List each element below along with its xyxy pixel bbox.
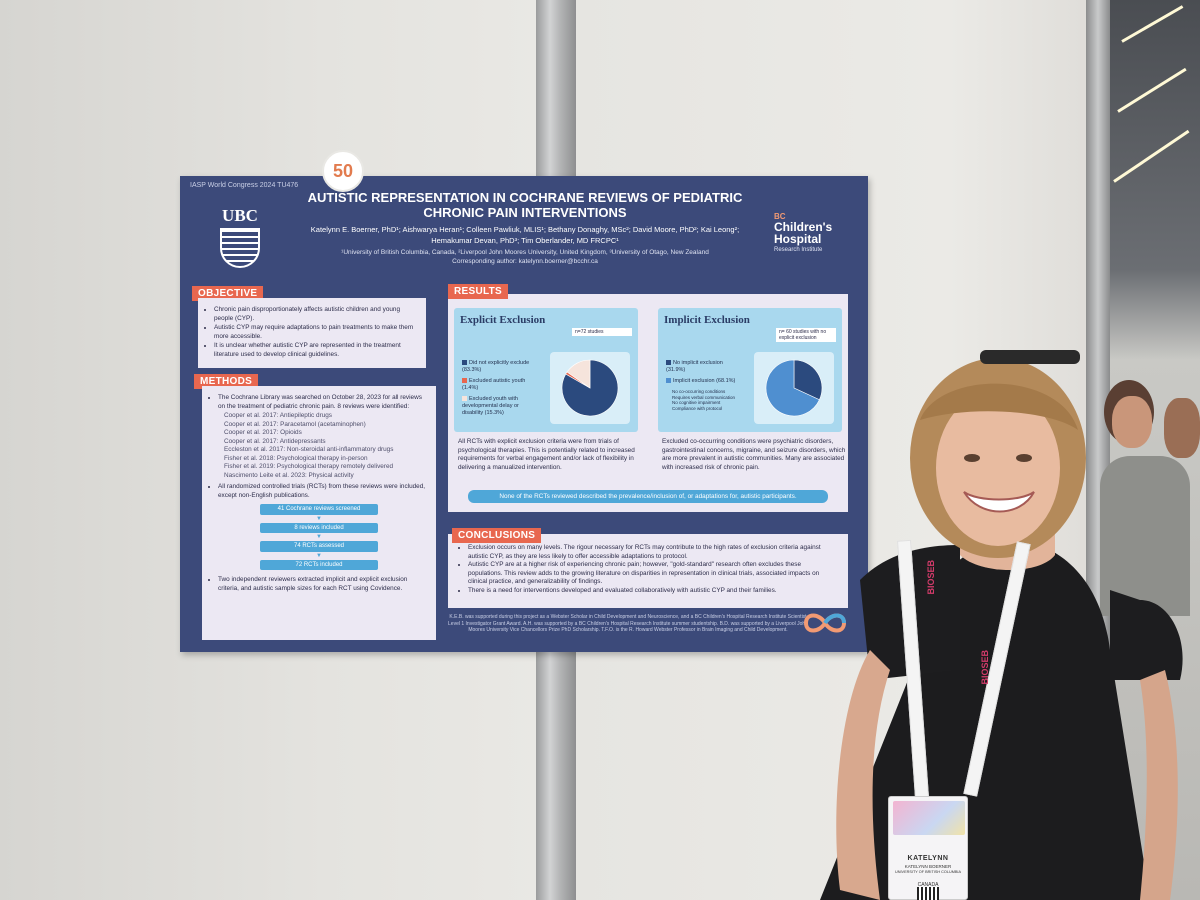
review-item: Cooper et al. 2017: Opioids [224, 429, 302, 436]
implicit-pie-chart [754, 352, 834, 424]
results-panel: Explicit Exclusion n=72 studies Did not … [448, 294, 848, 512]
legend-item: Excluded autistic youth (1.4%) [462, 378, 526, 391]
bc-childrens-hospital-logo: BC Children's Hospital Research Institut… [774, 212, 854, 253]
poster-authors: Katelynn E. Boerner, PhD¹; Aishwarya Her… [310, 225, 740, 245]
legend-item: Excluded youth with developmental delay … [462, 396, 519, 416]
objective-heading: OBJECTIVE [192, 286, 264, 301]
flow-step: 74 RCTs assessed [260, 541, 378, 552]
ubc-logo-text: UBC [222, 206, 258, 225]
affiliations-text: ¹University of British Columbia, Canada,… [341, 249, 709, 256]
poster-title: AUTISTIC REPRESENTATION IN COCHRANE REVI… [307, 190, 743, 220]
objective-bullet: It is unclear whether autistic CYP are r… [214, 342, 418, 359]
methods-heading: METHODS [194, 374, 259, 389]
sub-item: Compliance with protocol [672, 405, 723, 411]
flow-step: 72 RCTs included [260, 559, 378, 570]
corresponding-author: Corresponding author: katelynn.boerner@b… [452, 258, 598, 265]
legend-item: No implicit exclusion (31.9%) [666, 360, 723, 373]
review-item: Eccleston et al. 2017: Non-steroidal ant… [224, 446, 394, 453]
explicit-pie-chart [550, 352, 630, 424]
lanyard-brand: BIOSEB [980, 650, 990, 685]
hospital-logo-top: BC [774, 212, 786, 221]
results-banner: None of the RCTs reviewed described the … [468, 490, 828, 503]
badge-country: CANADA [917, 882, 939, 888]
badge-name: KATELYNN [907, 855, 949, 862]
sub-item: No co-occurring conditions [672, 389, 726, 394]
acknowledgement: K.E.B. was supported during this project… [448, 614, 808, 633]
conference-label: IASP World Congress 2024 TU476 [190, 182, 299, 189]
pie-slice-0 [793, 359, 823, 401]
review-item: Cooper et al. 2017: Paracetamol (acetami… [224, 420, 366, 428]
sub-item: No cognitive impairment [672, 400, 721, 405]
methods-panel: The Cochrane Library was searched on Oct… [202, 386, 436, 640]
qr-code-icon [917, 887, 939, 900]
badge-institution: UNIVERSITY OF BRITISH COLUMBIA [895, 870, 961, 874]
ubc-shield-icon [220, 228, 260, 268]
conclusion-bullet: Exclusion occurs on many levels. The rig… [468, 544, 836, 561]
results-heading: RESULTS [448, 284, 509, 299]
objective-panel: Chronic pain disproportionately affects … [198, 298, 426, 368]
review-item: Cooper et al. 2017: Antiepileptic drugs [224, 412, 333, 419]
implicit-note: n= 60 studies with no explicit exclusion [776, 328, 836, 342]
review-item: Cooper et al. 2017: Antidepressants [224, 437, 326, 445]
research-poster: IASP World Congress 2024 TU476 UBC AUTIS… [180, 176, 868, 652]
poster-affiliations: ¹University of British Columbia, Canada,… [290, 248, 760, 266]
implicit-title: Implicit Exclusion [664, 314, 750, 326]
infinity-icon [803, 613, 847, 633]
review-item: Fisher et al. 2018: Psychological therap… [224, 454, 368, 462]
arrow-down-icon: ▼ [316, 552, 322, 559]
anniversary-badge-icon: 50 [322, 150, 364, 192]
legend-item: Did not explicitly exclude (83.3%) [462, 360, 530, 373]
conclusions-panel: Exclusion occurs on many levels. The rig… [448, 534, 848, 608]
review-item: Nascimento Leite et al. 2023: Physical a… [224, 471, 354, 479]
explicit-exclusion-box: Explicit Exclusion n=72 studies Did not … [454, 308, 638, 432]
flow-step: 8 reviews included [260, 522, 378, 533]
conclusion-bullet: There is a need for interventions develo… [468, 587, 836, 596]
explicit-note: n=72 studies [572, 328, 632, 336]
objective-bullet: Chronic pain disproportionately affects … [214, 306, 418, 323]
implicit-exclusion-box: Implicit Exclusion n= 60 studies with no… [658, 308, 842, 432]
sub-item: Requires verbal communication [672, 394, 736, 400]
lanyard-brand: BIOSEB [926, 560, 936, 595]
badge-full-name: KATELYNN BOERNER [904, 864, 952, 869]
implicit-summary: Excluded co-occurring conditions were ps… [662, 438, 846, 471]
explicit-title: Explicit Exclusion [460, 314, 546, 326]
methods-closing: Two independent reviewers extracted impl… [218, 576, 428, 593]
pie-slice-1 [765, 359, 820, 417]
badge-header-art [893, 801, 965, 835]
hospital-logo-sub: Research Institute [774, 247, 823, 253]
badge-mark: 50 [332, 160, 354, 181]
rct-note: All randomized controlled trials (RCTs) … [218, 483, 428, 500]
objective-bullet: Autistic CYP may require adaptations to … [214, 324, 418, 341]
background-attendee [1100, 380, 1200, 900]
attendee-badge: KATELYNN KATELYNN BOERNER UNIVERSITY OF … [888, 796, 968, 900]
methods-intro: The Cochrane Library was searched on Oct… [218, 394, 428, 411]
conclusion-bullet: Autistic CYP are at a higher risk of exp… [468, 561, 836, 587]
explicit-summary: All RCTs with explicit exclusion criteri… [458, 438, 635, 471]
prisma-flow: 41 Cochrane reviews screened ▼ 8 reviews… [260, 504, 378, 570]
ubc-logo: UBC [216, 206, 264, 268]
legend-item: Implicit exclusion (68.1%) [666, 378, 738, 385]
arrow-down-icon: ▼ [316, 515, 322, 522]
implicit-legend: No implicit exclusion (31.9%) Implicit e… [666, 360, 738, 411]
explicit-legend: Did not explicitly exclude (83.3%) Exclu… [462, 360, 534, 421]
conclusions-heading: CONCLUSIONS [452, 528, 542, 543]
arrow-down-icon: ▼ [316, 534, 322, 540]
hospital-logo-main: Children's Hospital [774, 220, 833, 246]
review-item: Fisher et al. 2019: Psychological therap… [224, 463, 394, 470]
flow-step: 41 Cochrane reviews screened [260, 504, 378, 515]
pie-slice-2 [566, 359, 591, 389]
